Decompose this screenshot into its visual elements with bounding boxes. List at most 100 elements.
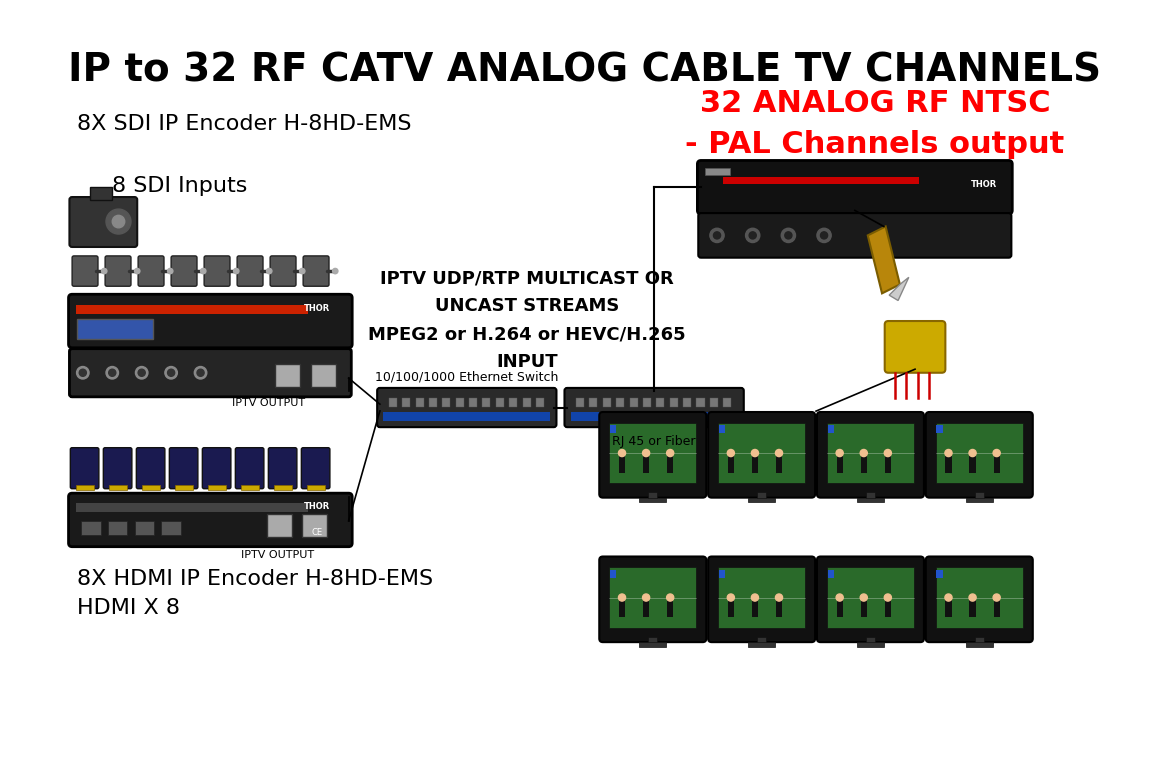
Bar bbox=[640, 642, 666, 647]
FancyBboxPatch shape bbox=[599, 412, 707, 498]
Circle shape bbox=[710, 228, 724, 243]
Bar bbox=[135, 521, 154, 535]
Circle shape bbox=[619, 594, 626, 601]
Bar bbox=[302, 514, 328, 537]
Bar bbox=[858, 498, 883, 502]
Text: 32 ANALOG RF NTSC
- PAL Channels output: 32 ANALOG RF NTSC - PAL Channels output bbox=[686, 89, 1065, 158]
Circle shape bbox=[860, 449, 867, 456]
Bar bbox=[307, 485, 324, 490]
Text: 8X SDI IP Encoder H-8HD-EMS: 8X SDI IP Encoder H-8HD-EMS bbox=[76, 114, 411, 134]
Bar bbox=[970, 600, 976, 617]
Bar bbox=[749, 642, 775, 647]
FancyBboxPatch shape bbox=[270, 256, 296, 287]
Bar bbox=[723, 177, 920, 183]
Text: HDMI X 8: HDMI X 8 bbox=[76, 598, 179, 619]
Circle shape bbox=[728, 449, 735, 456]
Bar bbox=[827, 567, 914, 628]
Bar bbox=[752, 455, 758, 473]
Bar bbox=[523, 398, 530, 406]
Bar bbox=[241, 485, 259, 490]
Circle shape bbox=[817, 228, 831, 243]
Circle shape bbox=[80, 369, 87, 376]
Bar bbox=[429, 398, 436, 406]
Bar bbox=[975, 637, 984, 643]
FancyBboxPatch shape bbox=[69, 493, 352, 547]
Bar bbox=[827, 570, 834, 578]
FancyBboxPatch shape bbox=[138, 256, 164, 287]
Circle shape bbox=[782, 228, 796, 243]
Circle shape bbox=[776, 594, 783, 601]
Bar bbox=[90, 187, 112, 199]
Bar bbox=[644, 600, 649, 617]
Circle shape bbox=[106, 367, 118, 379]
Bar bbox=[827, 423, 914, 484]
FancyBboxPatch shape bbox=[303, 256, 329, 287]
Bar bbox=[402, 398, 411, 406]
Circle shape bbox=[837, 449, 844, 456]
Bar bbox=[667, 600, 673, 617]
Bar bbox=[644, 398, 651, 406]
Circle shape bbox=[112, 215, 125, 228]
Circle shape bbox=[200, 268, 206, 274]
Text: 10/100/1000 Ethernet Switch: 10/100/1000 Ethernet Switch bbox=[376, 371, 558, 384]
FancyBboxPatch shape bbox=[69, 197, 137, 247]
Text: 8X HDMI IP Encoder H-8HD-EMS: 8X HDMI IP Encoder H-8HD-EMS bbox=[76, 568, 433, 589]
Bar bbox=[640, 498, 666, 502]
Bar bbox=[837, 455, 842, 473]
Circle shape bbox=[136, 367, 147, 379]
Bar bbox=[455, 398, 463, 406]
Circle shape bbox=[820, 232, 827, 239]
Bar bbox=[619, 600, 625, 617]
Bar bbox=[161, 521, 181, 535]
Bar bbox=[482, 398, 490, 406]
Bar bbox=[718, 567, 805, 628]
Bar bbox=[757, 637, 766, 643]
Bar bbox=[509, 398, 517, 406]
Bar bbox=[866, 637, 875, 643]
Bar bbox=[861, 455, 867, 473]
FancyBboxPatch shape bbox=[698, 213, 1011, 258]
Bar bbox=[656, 398, 665, 406]
FancyBboxPatch shape bbox=[103, 448, 132, 489]
Bar bbox=[936, 425, 943, 434]
Circle shape bbox=[106, 209, 131, 234]
Bar bbox=[629, 398, 638, 406]
Circle shape bbox=[749, 232, 756, 239]
FancyBboxPatch shape bbox=[171, 256, 197, 287]
Text: IP to 32 RF CATV ANALOG CABLE TV CHANNELS: IP to 32 RF CATV ANALOG CABLE TV CHANNEL… bbox=[68, 52, 1102, 89]
Circle shape bbox=[776, 449, 783, 456]
FancyBboxPatch shape bbox=[204, 256, 230, 287]
Bar bbox=[667, 455, 673, 473]
FancyBboxPatch shape bbox=[70, 448, 99, 489]
FancyBboxPatch shape bbox=[708, 412, 815, 498]
FancyBboxPatch shape bbox=[238, 256, 263, 287]
Circle shape bbox=[751, 449, 758, 456]
Text: THOR: THOR bbox=[971, 180, 997, 190]
Bar bbox=[683, 398, 691, 406]
Bar bbox=[728, 455, 734, 473]
Bar bbox=[993, 600, 1000, 617]
Bar bbox=[384, 412, 550, 421]
Bar bbox=[81, 521, 101, 535]
Bar bbox=[610, 425, 617, 434]
FancyBboxPatch shape bbox=[925, 412, 1033, 498]
Circle shape bbox=[167, 268, 173, 274]
Circle shape bbox=[102, 268, 106, 274]
Bar bbox=[757, 492, 766, 499]
Circle shape bbox=[138, 369, 145, 376]
Bar bbox=[945, 455, 951, 473]
Text: THOR: THOR bbox=[304, 502, 331, 511]
Bar bbox=[885, 455, 890, 473]
Bar bbox=[861, 600, 867, 617]
Text: IPTV OUTPUT: IPTV OUTPUT bbox=[232, 398, 305, 408]
Bar bbox=[415, 398, 424, 406]
Bar bbox=[275, 364, 301, 387]
Circle shape bbox=[642, 594, 649, 601]
Polygon shape bbox=[889, 277, 909, 300]
Bar bbox=[970, 455, 976, 473]
Bar bbox=[718, 425, 725, 434]
Bar bbox=[945, 600, 951, 617]
Bar bbox=[993, 455, 1000, 473]
FancyBboxPatch shape bbox=[817, 412, 924, 498]
Bar bbox=[728, 600, 734, 617]
